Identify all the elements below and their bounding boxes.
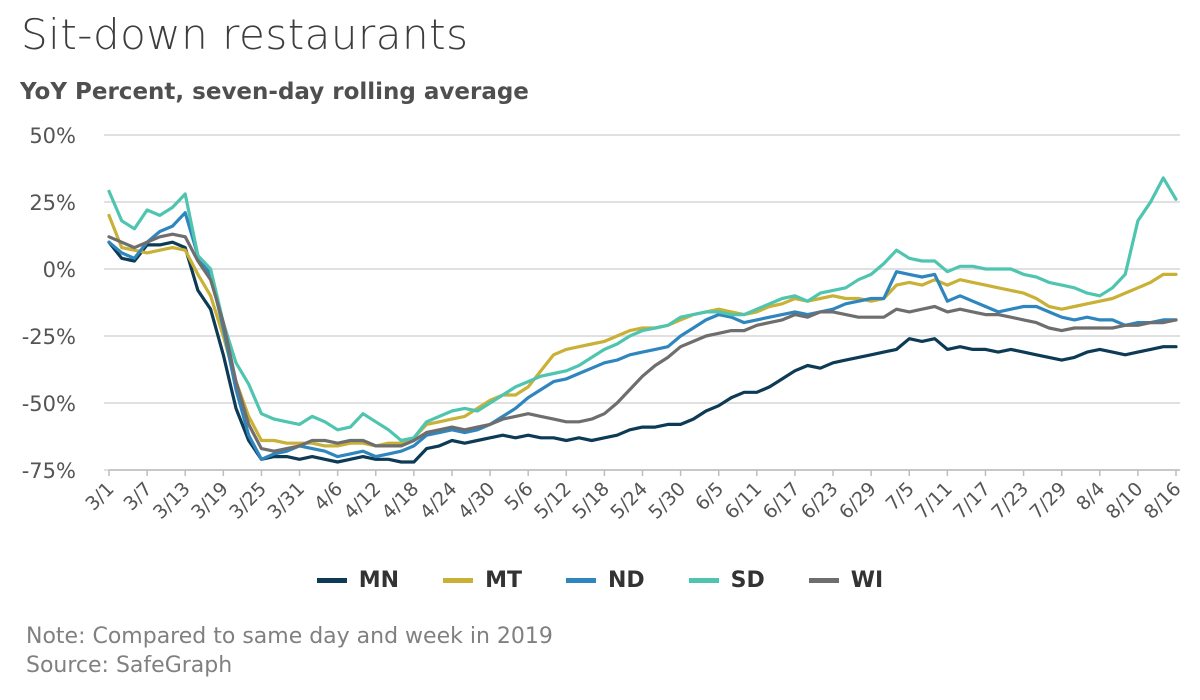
x-tick-label: 5/12 <box>530 478 576 524</box>
x-tick-label: 4/30 <box>454 478 500 524</box>
legend-item-sd: SD <box>688 568 765 593</box>
legend-swatch-wi <box>808 578 839 583</box>
legend-swatch-mt <box>443 578 474 583</box>
x-tick-label: 3/19 <box>187 478 233 524</box>
x-tick-label: 5/30 <box>644 478 690 524</box>
y-tick-label: 25% <box>29 191 76 215</box>
chart-note: Note: Compared to same day and week in 2… <box>26 624 553 649</box>
y-tick-label: 50% <box>29 124 76 148</box>
x-tick-label: 7/17 <box>949 478 995 524</box>
x-tick-label: 4/12 <box>340 478 386 524</box>
chart-source: Source: SafeGraph <box>26 653 233 678</box>
legend-item-nd: ND <box>565 568 645 593</box>
y-tick-label: 0% <box>43 258 76 282</box>
series-line-nd <box>107 211 1178 461</box>
y-tick-label: -50% <box>22 392 76 416</box>
y-tick-label: -75% <box>22 459 76 483</box>
series-line-wi <box>107 232 1178 453</box>
x-tick-label: 6/17 <box>759 478 805 524</box>
legend-label-mn: MN <box>358 568 400 593</box>
x-tick-label: 5/18 <box>568 478 614 524</box>
x-tick-label: 3/13 <box>149 478 195 524</box>
legend-label-sd: SD <box>730 568 765 593</box>
y-tick-label: -25% <box>22 325 76 349</box>
line-chart: 50%25%0%-25%-50%-75% 3/1 3/73/133/193/253… <box>22 124 1186 524</box>
x-tick-label: 4/24 <box>416 478 462 524</box>
x-axis-ticks: 3/1 3/73/133/193/253/31 4/64/124/184/244/3… <box>81 469 1186 524</box>
x-tick-label: 7/29 <box>1025 478 1071 524</box>
legend-label-wi: WI <box>850 568 884 593</box>
legend-label-mt: MT <box>485 568 522 593</box>
x-tick-label: 7/11 <box>911 478 957 524</box>
grid-lines <box>104 134 1180 471</box>
x-tick-label: 6/29 <box>835 478 881 524</box>
x-tick-label: 6/11 <box>721 478 767 524</box>
x-tick-label: 8/16 <box>1140 478 1186 524</box>
y-axis-ticks: 50% 25% 0% -25% -50% -75% <box>22 124 76 483</box>
legend-label-nd: ND <box>607 568 645 593</box>
x-tick-label: 5/24 <box>606 478 652 524</box>
series-line-sd <box>107 176 1178 443</box>
series-lines <box>107 176 1178 464</box>
x-tick-label: 6/23 <box>797 478 843 524</box>
x-tick-label: 3/1 <box>81 478 118 515</box>
chart-subtitle: YoY Percent, seven-day rolling average <box>20 79 529 105</box>
x-tick-label: 8/10 <box>1102 478 1148 524</box>
x-tick-label: 3/25 <box>225 478 271 524</box>
x-tick-label: 7/23 <box>987 478 1033 524</box>
legend-item-mn: MN <box>316 568 400 593</box>
legend-swatch-nd <box>565 578 596 583</box>
x-tick-label: 4/18 <box>378 478 424 524</box>
legend-item-wi: WI <box>808 568 884 593</box>
legend-swatch-sd <box>688 578 719 583</box>
series-line-mt <box>107 213 1178 448</box>
legend-item-mt: MT <box>443 568 522 593</box>
chart-title: Sit-down restaurants <box>21 10 469 59</box>
legend-swatch-mn <box>316 578 347 583</box>
series-line-mn <box>107 240 1178 464</box>
legend: MN MT ND SD WI <box>0 568 1200 593</box>
x-tick-label: 3/31 <box>263 478 309 524</box>
